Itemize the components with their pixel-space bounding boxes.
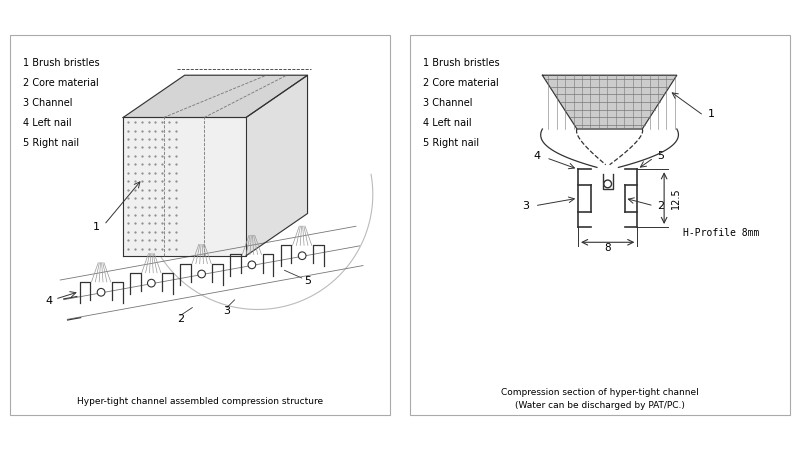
Text: 4 Left nail: 4 Left nail: [423, 118, 472, 128]
Text: 2 Core material: 2 Core material: [423, 78, 499, 88]
Text: 1 Brush bristles: 1 Brush bristles: [23, 58, 100, 68]
Text: 5 Right nail: 5 Right nail: [23, 138, 79, 148]
Text: 4: 4: [46, 296, 53, 306]
Text: 1: 1: [707, 108, 714, 119]
Text: 5: 5: [304, 276, 311, 286]
Text: 2 Core material: 2 Core material: [23, 78, 99, 88]
Text: 4: 4: [534, 151, 541, 161]
Text: 5 Right nail: 5 Right nail: [423, 138, 479, 148]
Text: (Water can be discharged by PAT/PC.): (Water can be discharged by PAT/PC.): [515, 401, 685, 410]
Text: 8: 8: [604, 243, 611, 253]
Text: 4 Left nail: 4 Left nail: [23, 118, 72, 128]
Text: 2: 2: [658, 201, 665, 211]
Text: Hyper-tight channel assembled compression structure: Hyper-tight channel assembled compressio…: [77, 397, 323, 406]
Text: 1: 1: [93, 222, 100, 232]
Text: 12.5: 12.5: [671, 187, 681, 209]
Circle shape: [298, 252, 306, 260]
Text: 2: 2: [178, 314, 184, 324]
Circle shape: [198, 270, 206, 278]
Polygon shape: [542, 75, 677, 129]
Text: 3: 3: [522, 201, 529, 211]
Text: 3 Channel: 3 Channel: [423, 98, 473, 108]
Polygon shape: [246, 75, 307, 256]
Text: 1 Brush bristles: 1 Brush bristles: [423, 58, 500, 68]
Text: 3: 3: [223, 306, 230, 316]
Text: H-Profile 8mm: H-Profile 8mm: [683, 228, 760, 238]
Text: 3 Channel: 3 Channel: [23, 98, 73, 108]
Circle shape: [604, 180, 611, 188]
Text: Compression section of hyper-tight channel: Compression section of hyper-tight chann…: [501, 388, 699, 397]
Polygon shape: [123, 117, 246, 256]
Text: 5: 5: [658, 151, 665, 161]
Circle shape: [147, 279, 155, 287]
Circle shape: [98, 288, 105, 296]
Polygon shape: [123, 75, 307, 117]
Circle shape: [248, 261, 256, 269]
